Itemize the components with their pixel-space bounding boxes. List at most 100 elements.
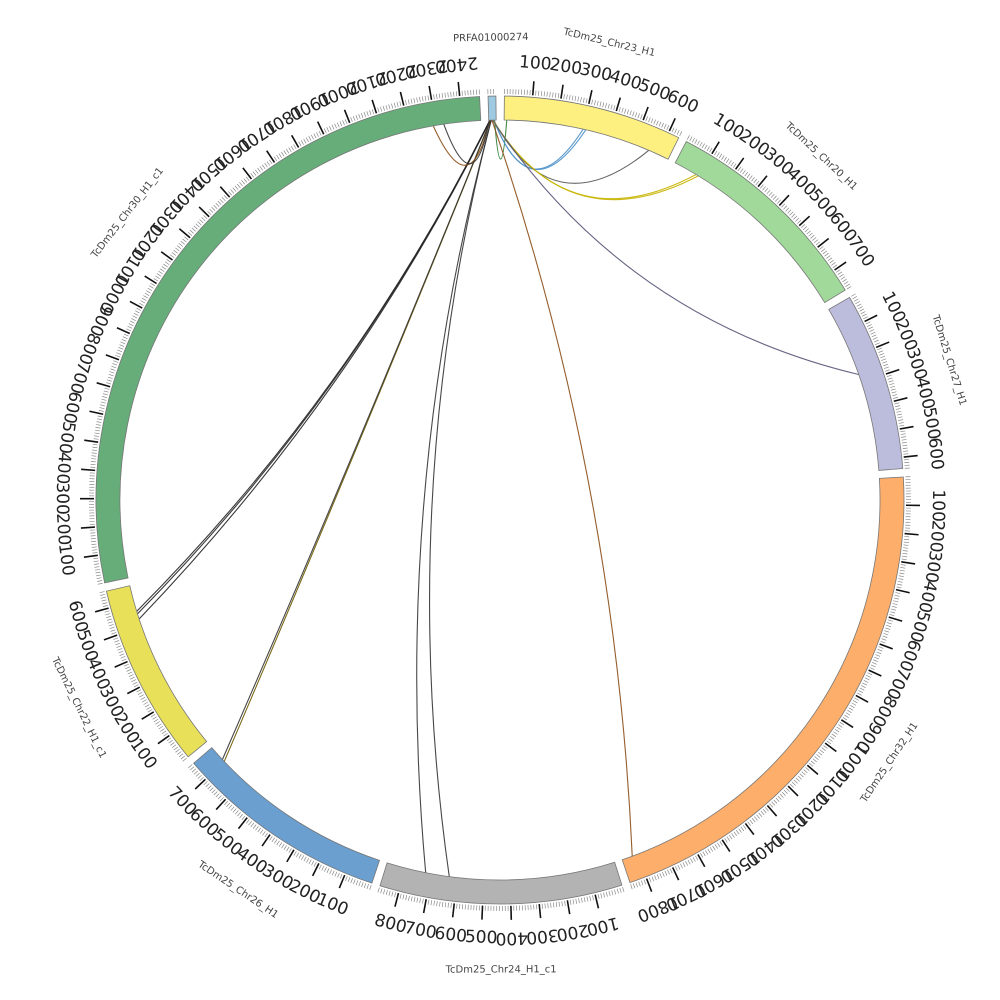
major-tick (766, 804, 778, 817)
tick-label: 200 (925, 519, 948, 553)
major-tick (778, 194, 790, 206)
major-tick (451, 903, 456, 918)
major-tick (787, 785, 799, 797)
major-tick (840, 719, 854, 729)
major-tick (114, 660, 128, 668)
major-tick (531, 81, 535, 96)
major-tick (588, 90, 593, 105)
ideogram-chr30 (95, 96, 482, 584)
link-chr24 (416, 119, 492, 873)
major-tick (141, 711, 155, 720)
major-tick (399, 91, 405, 106)
tick-label: 500 (919, 406, 944, 441)
major-tick (875, 341, 890, 349)
major-tick (798, 215, 811, 227)
major-tick (80, 526, 95, 529)
tick-label: 800 (372, 910, 408, 937)
major-tick (457, 81, 461, 97)
major-tick (311, 862, 320, 877)
ideogram-layer (95, 95, 905, 905)
major-tick (868, 669, 882, 677)
major-tick (893, 397, 908, 403)
major-tick (834, 261, 847, 271)
tick-label: 500 (54, 420, 78, 455)
link-chr32 (491, 119, 633, 857)
major-tick (286, 849, 295, 863)
major-tick (904, 532, 919, 536)
major-tick (94, 607, 109, 613)
tick-label: 400 (495, 927, 528, 948)
tick-label: 300 (52, 482, 72, 515)
major-tick (81, 468, 96, 472)
tick-label: 600 (664, 86, 702, 118)
tick-label: 100 (928, 489, 948, 522)
ideogram-chr22 (105, 585, 208, 758)
ticks-layer: 1002003004005006001002003004005006007001… (52, 52, 948, 948)
tick-label: 200 (548, 55, 583, 80)
major-tick (194, 778, 206, 790)
ideogram-chr20 (674, 140, 846, 304)
major-tick (721, 839, 731, 852)
major-tick (343, 109, 351, 124)
major-tick (757, 175, 768, 188)
tick-label: 1800 (634, 891, 682, 925)
minor-ticks-chr24 (377, 886, 625, 911)
link-chr23 (494, 119, 508, 160)
tick-label: 300 (921, 549, 946, 584)
ideogram-PRFA01000274 (487, 95, 497, 121)
link-chr24 (428, 119, 492, 877)
major-tick (266, 150, 276, 163)
tick-label: 200 (52, 512, 74, 546)
major-tick (242, 167, 253, 180)
major-tick (103, 634, 118, 641)
tick-label: 600 (64, 598, 92, 635)
major-tick (824, 742, 837, 753)
major-tick (215, 798, 227, 811)
major-tick (566, 900, 571, 915)
major-tick (560, 84, 564, 99)
major-tick (903, 454, 918, 458)
major-tick (198, 206, 210, 218)
major-tick (126, 686, 141, 695)
major-tick (428, 85, 433, 100)
major-tick (645, 878, 653, 892)
tick-label: 400 (52, 451, 74, 485)
major-tick (422, 899, 427, 914)
major-tick (888, 616, 903, 622)
tick-label: 500 (465, 927, 498, 948)
minor-ticks-chr32 (630, 476, 911, 890)
link-chr20 (492, 119, 699, 201)
links-layer (136, 119, 859, 877)
major-tick (879, 643, 893, 650)
major-tick (817, 237, 830, 248)
tick-label: 2400 (434, 52, 479, 76)
major-tick (734, 157, 745, 170)
major-tick (219, 186, 231, 198)
chromosome-label-chr23: TcDm25_Chr23_H1 (561, 26, 656, 59)
tick-label: 100 (518, 52, 552, 75)
link-chr30 (443, 120, 490, 165)
major-tick (96, 382, 111, 388)
link-chr23 (493, 119, 584, 170)
major-tick (711, 141, 720, 155)
link-chr22 (136, 119, 491, 612)
link-chr27 (491, 119, 859, 376)
major-tick (899, 425, 914, 430)
tick-label: 200 (555, 919, 590, 944)
major-tick (697, 854, 706, 868)
major-tick (237, 817, 248, 830)
ideogram-chr27 (828, 296, 904, 471)
major-tick (116, 327, 131, 335)
link-chr30 (432, 120, 491, 166)
major-tick (895, 588, 910, 594)
major-tick (744, 822, 755, 836)
major-tick (83, 554, 98, 559)
major-tick (671, 867, 680, 881)
major-tick (394, 892, 400, 907)
major-tick (642, 106, 649, 121)
major-tick (668, 117, 676, 132)
major-tick (806, 764, 819, 776)
major-tick (105, 354, 120, 361)
major-tick (144, 275, 157, 285)
